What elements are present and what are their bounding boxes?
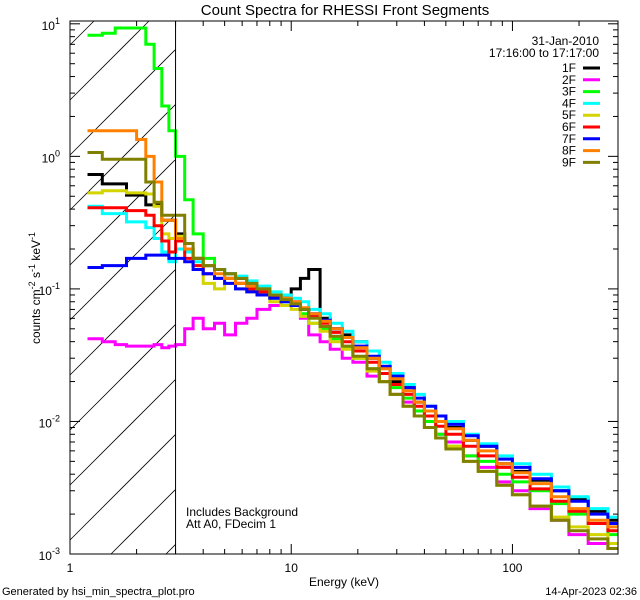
hatch-line — [69, 20, 95, 46]
hatch-line — [69, 434, 176, 541]
x-tick-label: 100 — [502, 561, 522, 575]
series-3F — [87, 26, 618, 537]
legend-label-4F: 4F — [562, 96, 576, 110]
x-tick-label: 1 — [67, 561, 74, 575]
x-tick-label: 10 — [285, 561, 299, 575]
x-tick-labels: 1 10 100 — [67, 561, 523, 575]
series-4F — [87, 204, 618, 519]
annotation-attenuator: Att A0, FDecim 1 — [186, 517, 276, 531]
y-tick-label: 100 — [42, 148, 60, 165]
legend-label-2F: 2F — [562, 73, 576, 87]
footer-timestamp: 14-Apr-2023 02:36 — [545, 586, 637, 598]
hatch-line — [69, 324, 176, 431]
hatched-region — [69, 20, 176, 555]
y-tick-label: 101 — [42, 16, 60, 33]
hatch-line — [69, 104, 176, 211]
hatch-line — [110, 489, 176, 555]
series-2F — [87, 293, 618, 550]
y-axis-label: counts cm-2 s-1 keV-1 — [27, 232, 43, 344]
legend-label-7F: 7F — [562, 132, 576, 146]
y-tick-labels: 10-3 10-2 10-1 100 101 — [39, 16, 60, 563]
hatch-line — [69, 379, 176, 486]
legend-label-8F: 8F — [562, 144, 576, 158]
legend-label-5F: 5F — [562, 108, 576, 122]
legend-time-range: 17:16:00 to 17:17:00 — [489, 46, 599, 60]
x-axis-label: Energy (keV) — [309, 575, 379, 589]
y-tick-label: 10-3 — [39, 546, 60, 563]
hatch-line — [69, 269, 176, 376]
annotation-background: Includes Background — [186, 505, 298, 519]
legend-date: 31-Jan-2010 — [532, 34, 600, 48]
plot-frame — [69, 20, 619, 555]
chart-title: Count Spectra for RHESSI Front Segments — [201, 2, 489, 19]
hatch-line — [69, 49, 176, 156]
hatch-line — [69, 214, 176, 321]
legend-label-6F: 6F — [562, 120, 576, 134]
y-tick-label: 10-2 — [39, 413, 60, 430]
series-group — [87, 26, 618, 550]
legend-label-3F: 3F — [562, 85, 576, 99]
footer-generated-by: Generated by hsi_min_spectra_plot.pro — [2, 586, 195, 598]
legend-label-9F: 9F — [562, 155, 576, 169]
y-tick-label: 10-1 — [39, 281, 60, 298]
series-9F — [87, 151, 618, 550]
hatch-line — [69, 20, 150, 101]
hatch-line — [165, 544, 176, 555]
legend-label-1F: 1F — [562, 61, 576, 75]
series-8F — [87, 129, 618, 529]
axis-ticks — [69, 21, 619, 555]
